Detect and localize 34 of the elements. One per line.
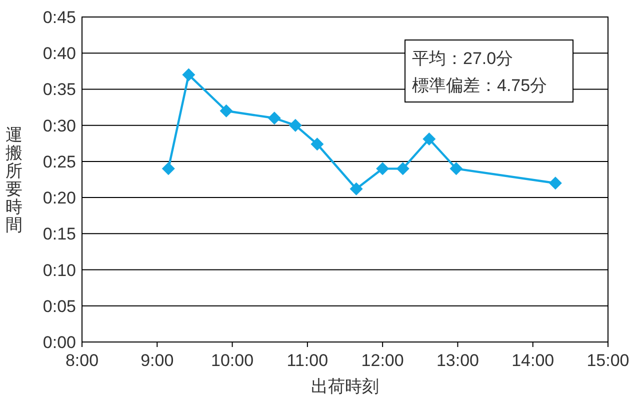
- point: [310, 138, 324, 151]
- y-tick-label: 0:00: [42, 333, 76, 352]
- point: [422, 132, 436, 146]
- x-tick-label: 15:00: [586, 351, 630, 370]
- point: [548, 176, 562, 190]
- point: [376, 162, 390, 176]
- x-axis-title: 出荷時刻: [311, 377, 379, 396]
- point: [268, 112, 281, 125]
- y-tick-label: 0:05: [42, 296, 76, 316]
- point: [220, 104, 233, 118]
- point: [450, 162, 463, 176]
- x-tick-label: 10:00: [211, 351, 254, 370]
- y-tick-label: 0:20: [42, 188, 76, 208]
- y-tick-label: 0:15: [42, 224, 76, 244]
- x-tick-label: 8:00: [65, 351, 99, 370]
- annotation: 平均：27.0分: [412, 49, 514, 68]
- x-tick-label: 11:00: [286, 351, 328, 370]
- point: [162, 162, 175, 176]
- point: [350, 182, 363, 196]
- x-tick-label: 9:00: [140, 351, 174, 370]
- y-tick-label: 0:25: [42, 152, 76, 172]
- y-tick-label: 0:40: [42, 44, 76, 64]
- x-tick-label: 12:00: [361, 351, 404, 370]
- y-axis-title: 運搬所要時間: [6, 126, 22, 234]
- y-tick-label: 0:30: [42, 116, 76, 136]
- point: [288, 118, 302, 132]
- x-tick-label: 13:00: [436, 351, 479, 370]
- y-tick-label: 0:10: [42, 260, 76, 280]
- point: [182, 68, 196, 82]
- annotation: 標準偏差：4.75分: [412, 76, 548, 95]
- y-tick-label: 0:35: [42, 80, 76, 100]
- y-tick-label: 0:45: [42, 8, 76, 27]
- point: [396, 162, 410, 176]
- x-tick-label: 14:00: [512, 351, 554, 370]
